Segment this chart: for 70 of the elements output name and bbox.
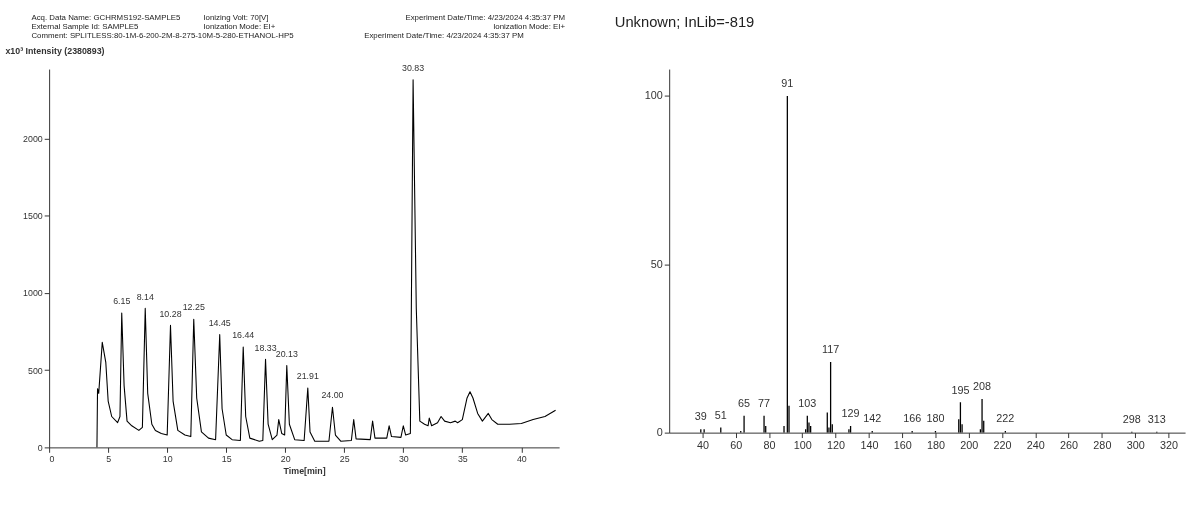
- x-tick-label: 35: [457, 453, 468, 464]
- line-series: [96, 79, 557, 448]
- annotation: 313: [1147, 412, 1166, 425]
- annotation: 129: [841, 407, 860, 420]
- x-tick-label: 40: [696, 438, 709, 451]
- x-tick-label: 200: [960, 438, 979, 451]
- y-tick-label: 500: [28, 365, 43, 376]
- annotation: 195: [951, 383, 970, 396]
- x-axis-title: Time[min]: [283, 466, 326, 477]
- annotation: 180: [926, 412, 945, 425]
- annotation: 222: [996, 412, 1015, 425]
- x-tick-label: 20: [280, 453, 291, 464]
- x-tick-label: 140: [860, 438, 879, 451]
- text: External Sample Id: SAMPLE5: [31, 21, 140, 31]
- text: Ionizing Volt: 70[V]: [203, 12, 269, 22]
- x-tick-label: 320: [1159, 438, 1178, 451]
- y-axis-title: x10³ Intensity (2380893): [5, 45, 105, 56]
- text: Ionization Mode: EI+: [203, 21, 276, 31]
- x-tick-label: 40: [516, 453, 527, 464]
- text: Experiment Date/Time: 4/23/2024 4:35:37 PM: [405, 12, 566, 22]
- text: Acq. Data Name: GCHRMS192-SAMPLE5: [31, 12, 182, 22]
- annotation: 10.28: [159, 308, 182, 319]
- annotation: 166: [903, 412, 922, 425]
- y-tick-label: 1000: [23, 288, 43, 299]
- annotation: 51: [714, 408, 727, 421]
- x-tick-label: 15: [221, 453, 232, 464]
- annotation: 6.15: [113, 296, 131, 307]
- annotation: 77: [758, 396, 771, 409]
- annotation: 16.44: [232, 330, 255, 341]
- x-tick-label: 10: [162, 453, 173, 464]
- y-tick-label: 0: [656, 426, 663, 439]
- text: Experiment Date/Time: 4/23/2024 4:35:37 PM: [364, 30, 524, 40]
- annotation: 91: [781, 77, 794, 90]
- x-tick-label: 60: [730, 438, 743, 451]
- annotation: 24.00: [321, 390, 344, 401]
- annotation: 117: [822, 343, 840, 356]
- annotation: 65: [738, 396, 751, 409]
- annotation: 21.91: [296, 371, 319, 382]
- annotation: 8.14: [136, 291, 154, 302]
- chart-title: Unknown; InLib=-819: [614, 13, 755, 30]
- x-tick-label: 30: [398, 453, 409, 464]
- x-tick-label: 25: [339, 453, 350, 464]
- text: Comment: SPLITLESS:80-1M-6-200-2M-8-275-10M-5-280-ETHANOL-HP5: [31, 30, 295, 40]
- x-tick-label: 80: [763, 438, 776, 451]
- x-tick-label: 240: [1026, 438, 1045, 451]
- x-tick-label: 100: [793, 438, 812, 451]
- x-tick-label: 0: [49, 453, 55, 464]
- x-tick-label: 260: [1060, 438, 1079, 451]
- y-tick-label: 50: [650, 257, 663, 270]
- x-tick-label: 280: [1093, 438, 1112, 451]
- x-tick-label: 5: [106, 453, 112, 464]
- x-tick-label: 120: [827, 438, 846, 451]
- y-tick-label: 2000: [23, 133, 43, 144]
- annotation: 298: [1122, 412, 1141, 425]
- annotation: 103: [798, 396, 817, 409]
- annotation: 30.83: [402, 63, 425, 74]
- annotation: 18.33: [254, 342, 277, 353]
- text: Ionization Mode: EI+: [493, 21, 566, 31]
- annotation: 39: [694, 410, 707, 423]
- x-tick-label: 300: [1126, 438, 1145, 451]
- x-tick-label: 220: [993, 438, 1012, 451]
- x-tick-label: 160: [893, 438, 912, 451]
- y-tick-label: 1500: [23, 211, 43, 222]
- annotation: 14.45: [208, 317, 231, 328]
- annotation: 12.25: [182, 302, 205, 313]
- x-tick-label: 180: [926, 438, 945, 451]
- annotation: 208: [973, 380, 992, 393]
- annotation: 142: [863, 412, 882, 425]
- annotation: 20.13: [275, 348, 298, 359]
- y-tick-label: 100: [644, 89, 663, 102]
